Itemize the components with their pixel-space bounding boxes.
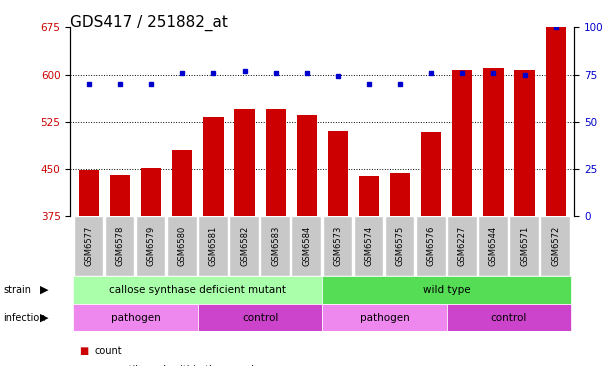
- FancyBboxPatch shape: [75, 217, 103, 276]
- Bar: [141, 168, 161, 216]
- Text: ▶: ▶: [40, 285, 48, 295]
- Text: GSM6576: GSM6576: [426, 226, 436, 266]
- Text: ■: ■: [79, 365, 89, 366]
- FancyBboxPatch shape: [323, 276, 571, 304]
- FancyBboxPatch shape: [230, 217, 259, 276]
- FancyBboxPatch shape: [293, 217, 321, 276]
- Text: GSM6579: GSM6579: [147, 226, 156, 266]
- FancyBboxPatch shape: [137, 217, 166, 276]
- Bar: [546, 27, 566, 216]
- Bar: [172, 150, 192, 216]
- FancyBboxPatch shape: [447, 304, 571, 331]
- FancyBboxPatch shape: [198, 304, 323, 331]
- FancyBboxPatch shape: [354, 217, 383, 276]
- Text: GSM6572: GSM6572: [551, 226, 560, 266]
- Bar: [266, 109, 286, 216]
- Text: GDS417 / 251882_at: GDS417 / 251882_at: [70, 15, 228, 31]
- FancyBboxPatch shape: [73, 304, 198, 331]
- Text: GSM6583: GSM6583: [271, 226, 280, 266]
- Text: GSM6227: GSM6227: [458, 226, 467, 266]
- Text: pathogen: pathogen: [360, 313, 409, 322]
- Bar: [235, 109, 255, 216]
- Text: strain: strain: [3, 285, 31, 295]
- Bar: [452, 70, 472, 216]
- Text: GSM6578: GSM6578: [115, 226, 125, 266]
- Text: GSM6575: GSM6575: [395, 226, 404, 266]
- FancyBboxPatch shape: [324, 217, 352, 276]
- Text: callose synthase deficient mutant: callose synthase deficient mutant: [109, 285, 287, 295]
- Text: ■: ■: [79, 346, 89, 356]
- Bar: [79, 170, 99, 216]
- Text: GSM6544: GSM6544: [489, 226, 498, 266]
- Text: GSM6577: GSM6577: [84, 226, 93, 266]
- Bar: [327, 131, 348, 216]
- Text: GSM6582: GSM6582: [240, 226, 249, 266]
- FancyBboxPatch shape: [106, 217, 134, 276]
- FancyBboxPatch shape: [386, 217, 414, 276]
- FancyBboxPatch shape: [168, 217, 197, 276]
- Text: wild type: wild type: [423, 285, 470, 295]
- Bar: [514, 70, 535, 216]
- Text: GSM6584: GSM6584: [302, 226, 311, 266]
- FancyBboxPatch shape: [541, 217, 570, 276]
- Text: GSM6571: GSM6571: [520, 226, 529, 266]
- FancyBboxPatch shape: [199, 217, 228, 276]
- Bar: [359, 176, 379, 216]
- Text: count: count: [95, 346, 122, 356]
- Text: percentile rank within the sample: percentile rank within the sample: [95, 365, 260, 366]
- Bar: [421, 132, 441, 216]
- FancyBboxPatch shape: [73, 276, 323, 304]
- FancyBboxPatch shape: [448, 217, 477, 276]
- Text: GSM6574: GSM6574: [365, 226, 373, 266]
- Bar: [483, 68, 503, 216]
- Text: GSM6580: GSM6580: [178, 226, 187, 266]
- Bar: [110, 175, 130, 216]
- Text: infection: infection: [3, 313, 46, 322]
- FancyBboxPatch shape: [323, 304, 447, 331]
- Text: GSM6581: GSM6581: [209, 226, 218, 266]
- Text: GSM6573: GSM6573: [334, 226, 342, 266]
- FancyBboxPatch shape: [510, 217, 539, 276]
- FancyBboxPatch shape: [479, 217, 508, 276]
- Bar: [203, 117, 224, 216]
- FancyBboxPatch shape: [262, 217, 290, 276]
- Text: control: control: [491, 313, 527, 322]
- FancyBboxPatch shape: [417, 217, 445, 276]
- Text: pathogen: pathogen: [111, 313, 161, 322]
- Bar: [296, 115, 317, 216]
- Bar: [390, 173, 410, 216]
- Text: control: control: [242, 313, 278, 322]
- Text: ▶: ▶: [40, 313, 48, 322]
